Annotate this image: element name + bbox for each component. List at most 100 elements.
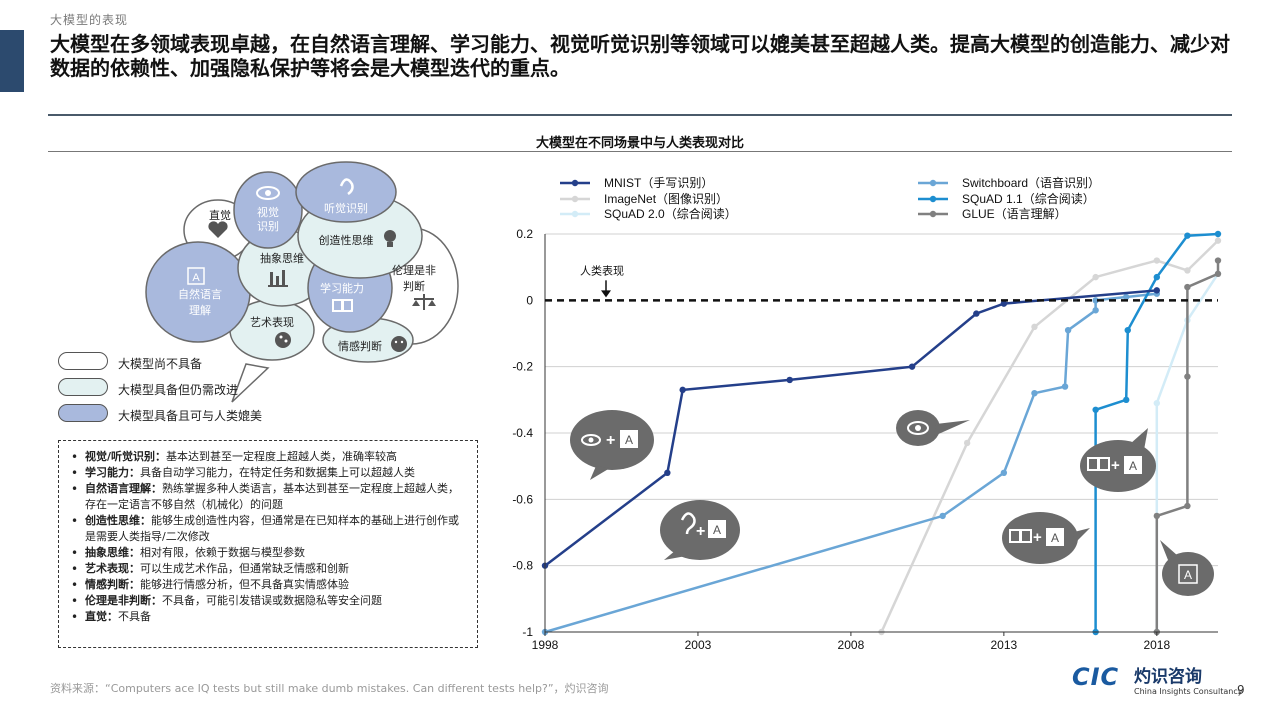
heart-icon xyxy=(208,221,228,238)
data-point xyxy=(1123,293,1130,301)
data-point xyxy=(1031,323,1038,331)
note-item: 直觉：不具备 xyxy=(69,609,469,625)
data-point xyxy=(679,386,686,394)
x-tick-label: 2003 xyxy=(685,638,712,652)
data-point xyxy=(908,363,916,370)
data-point xyxy=(1153,399,1161,407)
diagram-label: 学习能力 xyxy=(320,281,364,295)
svg-text:A: A xyxy=(192,272,200,284)
data-point xyxy=(973,310,980,317)
data-point xyxy=(1214,237,1222,244)
series-line xyxy=(544,292,1157,634)
book-icon xyxy=(332,299,353,312)
y-tick-label: -0.4 xyxy=(512,426,533,440)
section-label: 大模型的表现 xyxy=(50,13,129,27)
legend-label: Switchboard（语音识别） xyxy=(962,175,1100,190)
accent-bar xyxy=(0,30,24,92)
data-point xyxy=(939,512,946,520)
logo-english-name: China Insights Consultancy xyxy=(1134,687,1243,696)
data-point xyxy=(1214,270,1222,277)
data-point xyxy=(1000,469,1008,476)
y-tick-label: -0.8 xyxy=(512,559,533,573)
x-tick-label: 1998 xyxy=(532,638,559,652)
svg-text:+: + xyxy=(696,523,705,540)
legend-label: ImageNet（图像识别） xyxy=(604,192,728,206)
svg-text:A: A xyxy=(1051,531,1059,545)
legend-label: MNIST（手写识别） xyxy=(604,176,713,190)
callout-ear-text-icon: + A xyxy=(660,500,740,560)
eye-icon xyxy=(256,186,280,200)
y-tick-label: -1 xyxy=(522,625,533,639)
y-tick-label: -0.6 xyxy=(512,492,533,506)
svg-text:伦理是非: 伦理是非 xyxy=(392,263,436,277)
note-item: 伦理是非判断：不具备，可能引发错误或数据隐私等安全问题 xyxy=(69,593,469,609)
callout-eye-icon xyxy=(896,410,970,446)
note-item: 抽象思维：相对有限，依赖于数据与模型参数 xyxy=(69,545,469,561)
legend-label: SQuAD 1.1（综合阅读） xyxy=(962,191,1095,206)
data-point xyxy=(1092,307,1099,314)
legend-swatch-none xyxy=(58,352,108,370)
data-point xyxy=(1184,502,1191,510)
chart-legend: MNIST（手写识别） ImageNet（图像识别）SQuAD 2.0（综合阅读）… xyxy=(560,175,1100,221)
legend-marker xyxy=(929,195,937,203)
data-point xyxy=(963,439,971,447)
chart-icon xyxy=(268,270,288,287)
callout-vision-text-icon: + A xyxy=(570,410,654,480)
data-point xyxy=(1184,283,1191,291)
data-point xyxy=(1064,326,1072,334)
face-icon xyxy=(391,336,407,352)
callout-book-text-icon-lower: + A xyxy=(1002,512,1090,564)
chart-title: 大模型在不同场景中与人类表现对比 xyxy=(535,136,744,151)
data-point xyxy=(1092,273,1099,281)
text-a-icon: A xyxy=(187,267,205,285)
legend-swatch-partial xyxy=(58,378,108,396)
svg-text:识别: 识别 xyxy=(257,220,279,233)
svg-text:+: + xyxy=(606,432,615,449)
svg-text:理解: 理解 xyxy=(189,303,211,317)
svg-text:A: A xyxy=(713,523,721,537)
diagram-label: 艺术表现 xyxy=(250,315,294,329)
bubble-hearing xyxy=(295,161,397,223)
logo-mark: CIC xyxy=(1072,663,1120,691)
legend-marker xyxy=(571,195,579,203)
diagram-label: 情感判断 xyxy=(338,339,382,353)
note-item: 艺术表现：可以生成艺术作品，但通常缺乏情感和创新 xyxy=(69,561,469,577)
capability-diagram: 直觉 视觉 识别 听觉识别 创造性思维 抽象思维 自然语言 理解 学习能力 伦理… xyxy=(145,161,459,403)
note-item: 视觉/听觉识别：基本达到甚至一定程度上超越人类，准确率较高 xyxy=(69,449,469,465)
legend-label-full: 大模型具备且可与人类媲美 xyxy=(118,409,263,423)
data-point xyxy=(1031,390,1038,397)
bulb-icon xyxy=(384,230,396,247)
svg-text:判断: 判断 xyxy=(403,279,425,293)
svg-text:+: + xyxy=(1033,529,1042,546)
data-point xyxy=(1184,232,1191,239)
y-tick-label: 0 xyxy=(526,293,533,307)
diagram-label: 抽象思维 xyxy=(260,251,304,265)
svg-text:视觉: 视觉 xyxy=(257,205,279,219)
capability-notes: 视觉/听觉识别：基本达到甚至一定程度上超越人类，准确率较高 学习能力：具备自动学… xyxy=(58,440,478,648)
data-point xyxy=(1124,326,1131,334)
title-divider xyxy=(48,151,1232,152)
page-number: 9 xyxy=(1237,683,1245,697)
legend-marker xyxy=(571,210,579,218)
note-item: 学习能力：具备自动学习能力，在特定任务和数据集上可以超越人类 xyxy=(69,465,469,481)
legend-marker xyxy=(929,210,937,218)
data-point xyxy=(1092,297,1099,304)
series-line xyxy=(544,289,1157,567)
source-note: 资料来源：“Computers ace IQ tests but still m… xyxy=(50,682,609,695)
svg-text:+: + xyxy=(1111,457,1120,474)
x-tick-label: 2008 xyxy=(838,638,865,652)
legend-marker xyxy=(571,179,579,187)
data-point xyxy=(1153,287,1161,294)
data-point xyxy=(1214,257,1222,264)
callout-text-icon: A xyxy=(1160,540,1214,596)
logo-chinese-name: 灼识咨询 xyxy=(1134,667,1202,687)
data-point xyxy=(1214,230,1222,238)
human-reference-label: 人类表现 xyxy=(580,263,624,277)
data-point xyxy=(1123,396,1130,404)
ear-icon xyxy=(339,178,354,196)
page-headline: 大模型在多领域表现卓越，在自然语言理解、学习能力、视觉听觉识别等领域可以媲美甚至… xyxy=(50,32,1230,80)
data-point xyxy=(1184,267,1191,274)
legend-marker xyxy=(929,179,937,187)
data-point xyxy=(1092,406,1099,413)
